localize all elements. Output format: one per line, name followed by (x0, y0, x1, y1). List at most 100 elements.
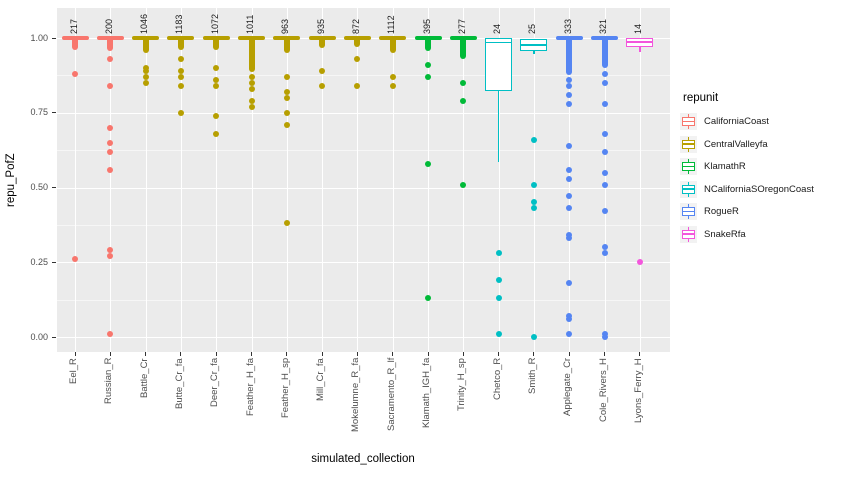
x-tick-mark (321, 352, 323, 356)
legend-boxplot-glyph-median (682, 233, 695, 235)
jitter-stream (107, 37, 114, 52)
jitter-point (107, 166, 114, 173)
legend-key (680, 203, 697, 220)
jitter-point (142, 67, 149, 74)
y-tick-mark (52, 261, 56, 263)
x-tick-mark (109, 352, 111, 356)
count-label: 395 (421, 18, 432, 34)
boxplot-median (485, 41, 513, 44)
legend-label: NCaliforniaSOregonCoast (704, 183, 814, 195)
jitter-stream (248, 37, 255, 73)
legend-label: SnakeRfa (704, 228, 746, 240)
count-label: 935 (315, 18, 326, 34)
y-tick-mark (52, 187, 56, 188)
jitter-point (248, 97, 255, 104)
jitter-point (213, 82, 220, 89)
gridline-minor (57, 150, 670, 152)
count-label: 1011 (245, 14, 255, 34)
count-label: 872 (350, 18, 361, 34)
legend-boxplot-glyph-whisker-bottom (687, 215, 690, 219)
gridline-vertical (463, 8, 465, 352)
x-tick-label: Mill_Cr_fa (315, 358, 327, 401)
x-axis-title: simulated_collection (311, 453, 415, 465)
x-tick-label: Lyons_Ferry_H (632, 358, 644, 423)
jitter-point (425, 160, 431, 167)
jitter-point (107, 331, 114, 337)
x-tick-label: Applegate_Cr (562, 358, 574, 417)
jitter-point (601, 250, 608, 257)
boxplot-box (485, 38, 513, 91)
jitter-point (530, 181, 537, 188)
x-tick-label: Mokelumne_R_fa (350, 358, 362, 433)
x-tick-label: Sacramento_R_lf (385, 358, 397, 432)
jitter-stream (354, 37, 361, 47)
legend-boxplot-glyph-median (682, 165, 695, 168)
x-tick-mark (533, 352, 535, 356)
count-label: 1183 (174, 14, 185, 34)
gridline-vertical (75, 8, 76, 352)
jitter-point (530, 334, 537, 340)
jitter-point (389, 73, 396, 80)
gridline-major (57, 262, 670, 264)
jitter-point (566, 142, 573, 149)
gridline-vertical (286, 8, 288, 352)
gridline-vertical (498, 8, 500, 352)
jitter-point (601, 130, 608, 137)
jitter-point (530, 136, 537, 143)
legend-boxplot-glyph-whisker-top (687, 159, 690, 163)
x-tick-mark (215, 352, 217, 356)
jitter-point (107, 253, 114, 260)
legend-title: repunit (683, 92, 719, 104)
jitter-point (213, 64, 220, 71)
jitter-point (177, 55, 184, 62)
jitter-point (566, 82, 573, 89)
gridline-minor (57, 224, 670, 226)
legend-boxplot-glyph-median (682, 143, 695, 145)
jitter-point (566, 76, 573, 83)
jitter-point (636, 259, 643, 266)
jitter-point (142, 73, 149, 80)
y-tick-mark (52, 37, 56, 39)
jitter-point (283, 109, 290, 116)
jitter-point (601, 244, 608, 251)
jitter-point (177, 82, 184, 89)
legend-entry: CentralValleyfa (680, 135, 814, 153)
legend-boxplot-glyph-whisker-bottom (687, 125, 690, 129)
jitter-point (566, 175, 573, 182)
count-label: 333 (562, 18, 573, 34)
jitter-point (319, 82, 326, 89)
jitter-point (495, 277, 502, 284)
count-label: 200 (103, 18, 114, 34)
jitter-point (354, 82, 361, 89)
jitter-point (177, 67, 184, 74)
gridline-vertical (322, 8, 324, 352)
jitter-point (319, 67, 326, 74)
x-tick-mark (498, 352, 500, 356)
legend-entry: CaliforniaCoast (680, 113, 814, 130)
x-tick-mark (427, 352, 429, 356)
jitter-point (142, 79, 149, 86)
jitter-point (566, 205, 573, 212)
legend-boxplot-glyph-whisker-top (687, 181, 690, 185)
jitter-point (283, 73, 290, 80)
jitter-point (107, 55, 114, 62)
jitter-point (530, 205, 537, 212)
x-tick-mark (356, 352, 358, 356)
legend-boxplot-glyph-whisker-bottom (687, 170, 690, 174)
legend-boxplot-glyph-median (682, 188, 695, 190)
jitter-point (566, 193, 573, 200)
jitter-point (72, 256, 78, 263)
legend-boxplot-glyph-whisker-bottom (687, 148, 690, 152)
y-tick-mark (52, 112, 56, 114)
jitter-point (566, 235, 573, 242)
jitter-stream (566, 37, 573, 76)
x-tick-mark (145, 352, 147, 356)
legend-entry: SnakeRfa (680, 225, 814, 243)
jitter-stream (142, 37, 149, 53)
legend-boxplot-glyph-whisker-top (687, 114, 690, 118)
jitter-point (213, 76, 220, 83)
jitter-point (601, 208, 608, 215)
jitter-point (248, 79, 255, 86)
gridline-vertical (145, 8, 147, 352)
